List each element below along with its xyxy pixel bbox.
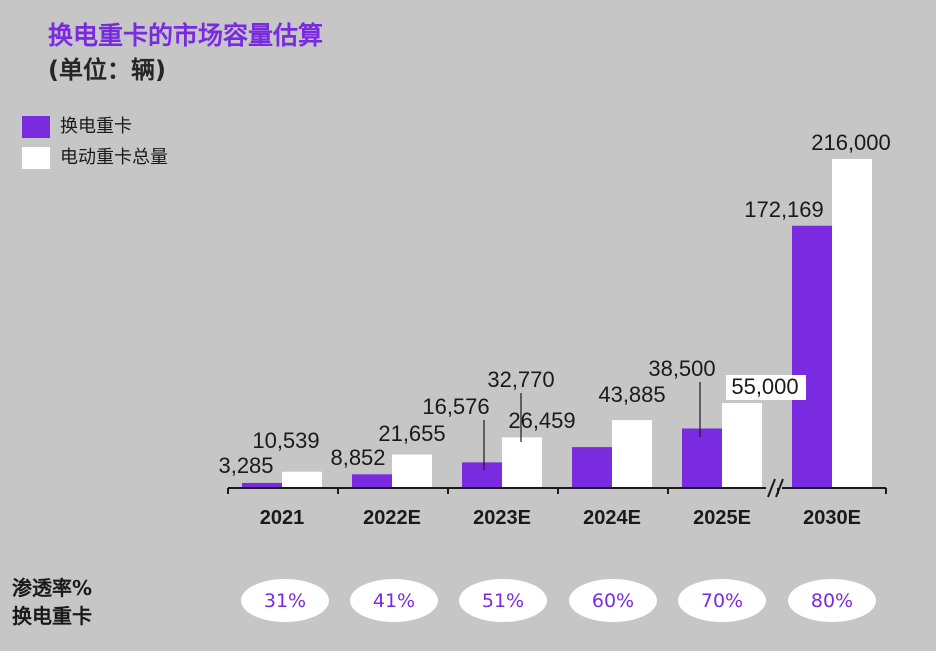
bar-swap-2021: [242, 482, 282, 488]
penetration-pill-2024E: 60%: [569, 579, 657, 622]
bar-total-2024E: [612, 420, 652, 488]
axis-break-mark: [775, 478, 784, 498]
legend-swatch-total: [22, 147, 50, 169]
bar-swap-2030E: [792, 225, 832, 488]
bar-total-2021: [282, 471, 322, 488]
bar-total-2025E: [722, 403, 762, 488]
data-label-swap-2023E: 16,576: [422, 394, 489, 419]
x-tick-label-2024E: 2024E: [583, 507, 641, 529]
legend-label-total: 电动重卡总量: [60, 147, 168, 168]
bar-total-2030E: [832, 159, 872, 488]
data-label-total-2023E: 32,770: [487, 367, 554, 392]
x-tick-label-2023E: 2023E: [473, 507, 531, 529]
data-label-total-2030E: 216,000: [811, 130, 891, 155]
chart-title: 换电重卡的市场容量估算: [48, 21, 324, 50]
bar-total-2023E: [502, 437, 542, 488]
penetration-pill-2030E: 80%: [788, 579, 876, 622]
data-label-swap-2024E: 26,459: [508, 408, 575, 433]
penetration-pill-2023E: 51%: [459, 579, 547, 622]
axis-break-mark: [767, 478, 776, 498]
bar-swap-2024E: [572, 447, 612, 488]
data-label-total-2025E: 55,000: [731, 374, 798, 399]
data-label-total-2024E: 43,885: [598, 382, 665, 407]
data-label-total-2021: 10,539: [252, 428, 319, 453]
bar-total-2022E: [392, 454, 432, 488]
bar-swap-2022E: [352, 474, 392, 488]
bar-swap-2023E: [462, 462, 502, 488]
label-box-total-2025E: [726, 375, 806, 400]
penetration-pill-2025E: 70%: [678, 579, 766, 622]
data-label-swap-2022E: 8,852: [330, 445, 385, 470]
x-tick-label-2022E: 2022E: [363, 507, 421, 529]
data-label-swap-2025E: 38,500: [648, 356, 715, 381]
x-tick-label-2021: 2021: [260, 507, 305, 529]
x-tick-label-2025E: 2025E: [693, 507, 751, 529]
bar-swap-2025E: [682, 428, 722, 488]
chart-unit-subtitle: (单位：辆): [48, 56, 166, 84]
penetration-label-line1: 渗透率%: [12, 576, 93, 600]
penetration-pill-2022E: 41%: [350, 579, 438, 622]
penetration-label-line2: 换电重卡: [12, 604, 92, 628]
bar-chart: 2021 2022E 2023E 2024E 2025E 2030E 3,28510,539…: [218, 130, 891, 529]
data-label-swap-2021: 3,285: [218, 453, 273, 478]
data-label-total-2022E: 21,655: [378, 421, 445, 446]
penetration-pill-2021: 31%: [241, 579, 329, 622]
legend-label-swap: 换电重卡: [60, 116, 132, 137]
x-tick-label-2030E: 2030E: [803, 507, 861, 529]
legend-swatch-swap: [22, 116, 50, 138]
data-label-swap-2030E: 172,169: [744, 197, 824, 222]
